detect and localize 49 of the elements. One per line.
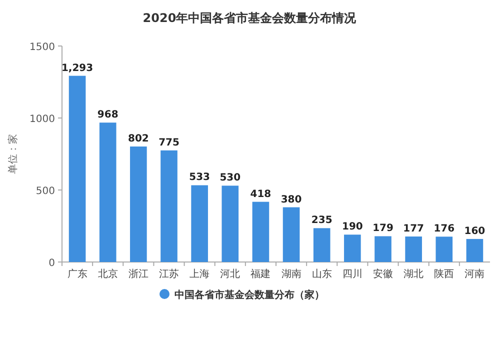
x-tick-label: 湖北 xyxy=(404,268,424,280)
data-label: 530 xyxy=(220,172,241,184)
bar xyxy=(222,186,239,262)
data-label: 418 xyxy=(250,188,272,200)
data-label: 176 xyxy=(434,224,455,235)
bar xyxy=(191,185,208,262)
x-tick-label: 山东 xyxy=(312,268,332,280)
y-axis-title: 单位：家 xyxy=(7,134,19,174)
y-tick-label: 1000 xyxy=(30,114,55,125)
x-tick-label: 北京 xyxy=(98,268,118,280)
data-label: 177 xyxy=(403,224,424,235)
y-tick-label: 500 xyxy=(36,186,55,197)
x-tick-label: 河北 xyxy=(220,268,240,280)
bar xyxy=(160,150,178,262)
bar xyxy=(405,236,422,262)
y-tick-label: 1500 xyxy=(30,42,55,53)
bar xyxy=(99,122,116,262)
bar xyxy=(313,228,330,262)
data-label: 775 xyxy=(158,137,180,148)
bar xyxy=(282,207,300,262)
data-label: 968 xyxy=(97,110,118,121)
data-label: 533 xyxy=(189,172,210,184)
x-tick-label: 陕西 xyxy=(434,268,454,280)
bar xyxy=(252,202,270,262)
x-tick-label: 广东 xyxy=(67,268,88,280)
x-tick-label: 江苏 xyxy=(159,268,179,280)
bar xyxy=(344,234,361,262)
data-label: 802 xyxy=(128,134,149,145)
data-label: 235 xyxy=(311,215,332,226)
bar xyxy=(374,236,392,262)
legend-label: 中国各省市基金会数量分布（家） xyxy=(174,289,324,301)
x-tick-label: 上海 xyxy=(190,268,210,280)
x-tick-label: 浙江 xyxy=(128,268,148,280)
x-tick-label: 河南 xyxy=(464,268,485,280)
x-tick-label: 湖南 xyxy=(281,268,302,280)
bar xyxy=(466,238,484,262)
y-tick-label: 0 xyxy=(48,258,55,269)
bar xyxy=(130,146,147,262)
data-label: 1,293 xyxy=(61,62,94,74)
data-label: 190 xyxy=(342,222,363,233)
data-label: 380 xyxy=(280,194,302,206)
x-tick-label: 四川 xyxy=(342,268,362,280)
data-label: 160 xyxy=(464,226,486,237)
bar xyxy=(68,76,86,262)
chart-title: 2020年中国各省市基金会数量分布情况 xyxy=(142,11,358,25)
x-tick-label: 福建 xyxy=(250,268,271,280)
data-label: 179 xyxy=(372,223,394,234)
x-tick-label: 安徽 xyxy=(373,268,393,280)
bar xyxy=(436,236,453,262)
